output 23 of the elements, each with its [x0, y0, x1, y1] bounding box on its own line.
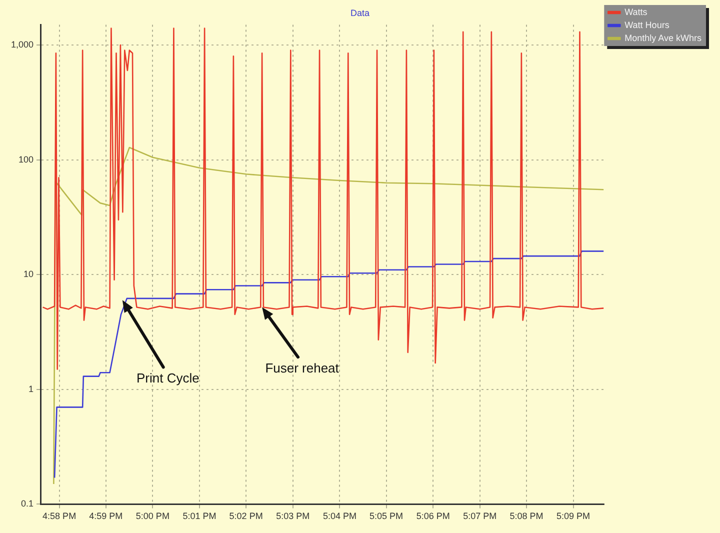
- y-tick-label: 1,000: [10, 40, 34, 50]
- x-tick-label: 5:07 PM: [463, 511, 497, 522]
- legend-label: Monthly Ave kWhrs: [624, 32, 702, 43]
- chart-title: Data: [350, 8, 370, 18]
- x-tick-label: 5:02 PM: [229, 511, 263, 522]
- legend-label: Watt Hours: [624, 20, 670, 30]
- x-tick-label: 5:01 PM: [182, 511, 216, 522]
- x-tick-label: 4:58 PM: [42, 511, 76, 522]
- annotation: Print Cycle: [136, 370, 200, 386]
- y-tick-label: 100: [18, 154, 34, 164]
- y-tick-label: 10: [24, 269, 34, 280]
- x-tick-label: 5:00 PM: [136, 511, 170, 522]
- x-tick-label: 5:06 PM: [416, 511, 450, 522]
- x-tick-label: 5:04 PM: [322, 511, 356, 522]
- y-tick-label: 0.1: [21, 498, 34, 509]
- y-tick-label: 1: [28, 384, 34, 394]
- x-tick-label: 5:05 PM: [370, 511, 404, 522]
- annotation: Fuser reheat: [265, 360, 340, 376]
- legend-label: Watts: [624, 6, 648, 17]
- x-tick-label: 5:03 PM: [276, 511, 310, 522]
- x-tick-label: 4:59 PM: [89, 511, 123, 522]
- x-tick-label: 5:09 PM: [556, 511, 590, 522]
- x-tick-label: 5:08 PM: [510, 511, 544, 522]
